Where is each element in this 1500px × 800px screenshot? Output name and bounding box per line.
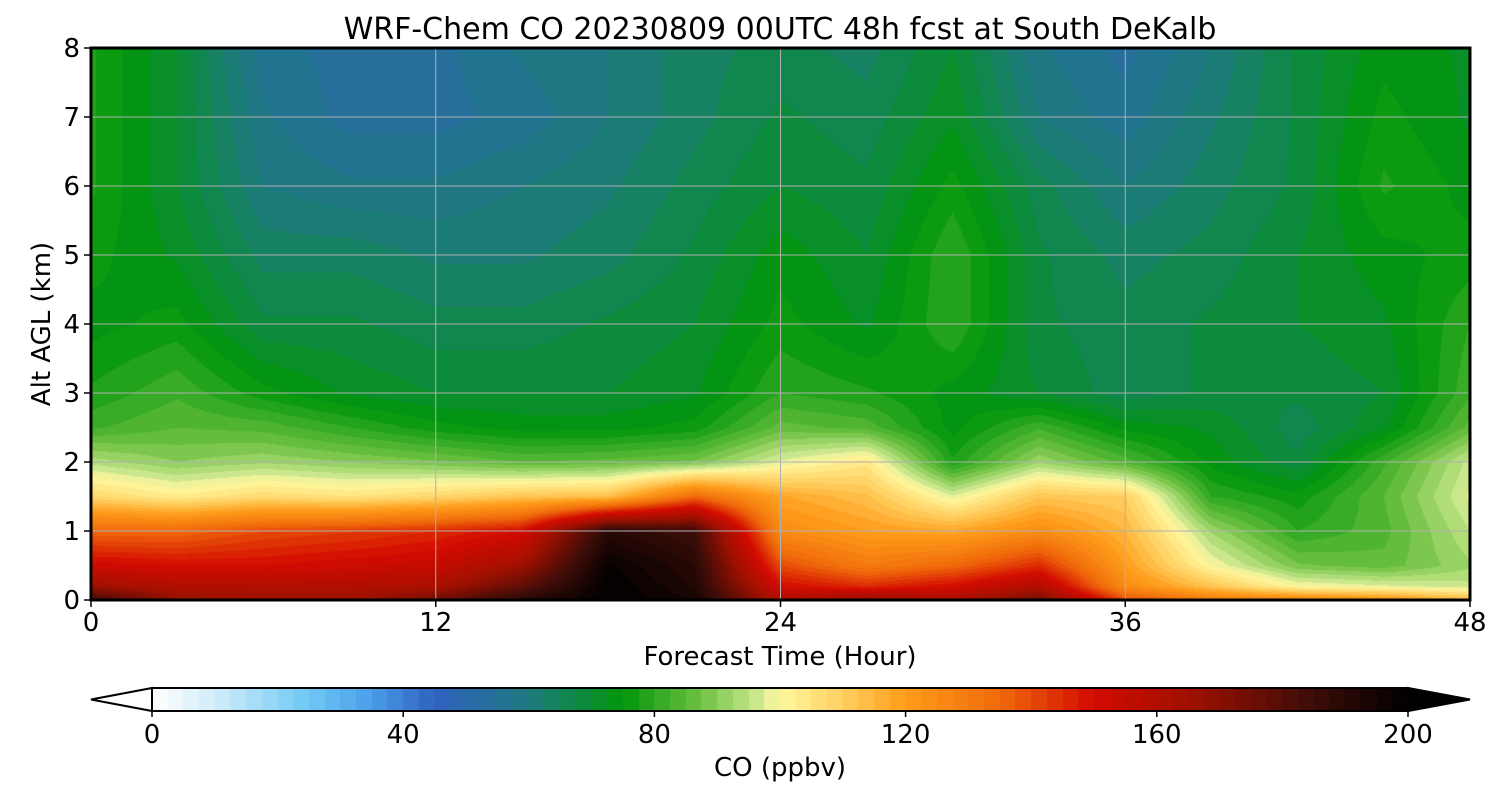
grid-lines	[91, 48, 1470, 600]
colorbar-tick-label: 120	[881, 720, 931, 750]
colorbar-swatches	[152, 688, 1408, 711]
colorbar-tick-label: 80	[638, 720, 671, 750]
y-tick-label: 4	[63, 310, 80, 340]
y-tick-label: 6	[63, 172, 80, 202]
y-tick-label: 0	[63, 586, 80, 616]
colorbar: 0 40 80 120 160 200 CO (ppbv)	[90, 686, 1471, 783]
colorbar-ticks: 0 40 80 120 160 200	[144, 711, 1433, 750]
x-axis-label: Forecast Time (Hour)	[643, 642, 916, 672]
y-tick-label: 5	[63, 241, 80, 271]
y-tick-label: 2	[63, 448, 80, 478]
x-tick-label: 24	[764, 608, 797, 638]
y-tick-label: 7	[63, 103, 80, 133]
plot-area	[89, 46, 1472, 602]
colorbar-gradient	[152, 688, 1408, 711]
x-tick-label: 48	[1453, 608, 1486, 638]
colorbar-tick-label: 0	[144, 720, 161, 750]
colorbar-high-extension	[1407, 686, 1471, 713]
chart-title: WRF-Chem CO 20230809 00UTC 48h fcst at S…	[344, 12, 1217, 47]
colorbar-tick-label: 200	[1383, 720, 1433, 750]
y-axis-label: Alt AGL (km)	[27, 242, 57, 406]
colorbar-tick-label: 160	[1132, 720, 1182, 750]
colorbar-tick-label: 40	[387, 720, 420, 750]
x-tick-label: 36	[1109, 608, 1142, 638]
y-tick-label: 8	[63, 34, 80, 64]
colorbar-frame	[151, 687, 1409, 712]
y-tick-label: 3	[63, 379, 80, 409]
x-tick-label: 12	[419, 608, 452, 638]
y-axis: 0 1 2 3 4 5 6 7 8	[63, 34, 91, 616]
x-tick-label: 0	[83, 608, 100, 638]
y-tick-label: 1	[63, 517, 80, 547]
x-axis: 0 12 24 36 48	[83, 600, 1487, 638]
colorbar-label: CO (ppbv)	[714, 753, 846, 783]
colorbar-low-extension	[90, 686, 153, 713]
